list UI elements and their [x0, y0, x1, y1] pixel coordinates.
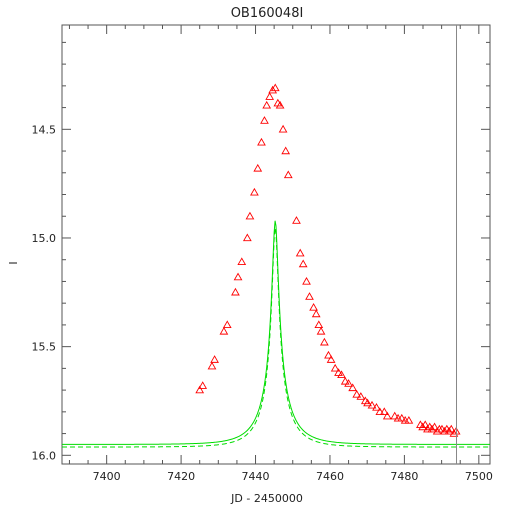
data-point-triangle [337, 370, 346, 379]
model-curve-solid [62, 220, 490, 445]
data-point-triangle [292, 216, 301, 224]
y-tick-label: 16.0 [32, 449, 57, 462]
data-point-triangle [348, 383, 358, 392]
axis-ticks: 7400 7420 7440 7460 7480 7500 14.5 15.0 15.5 16.0 [32, 25, 493, 483]
data-point-triangle [340, 376, 350, 385]
data-point-triangle [245, 211, 255, 220]
data-point-triangle [330, 363, 340, 372]
data-point-triangle [207, 361, 217, 370]
data-point-triangle [314, 320, 324, 329]
data-point-triangle [283, 170, 293, 179]
data-points [195, 83, 461, 437]
data-point-triangle [278, 124, 288, 133]
data-point-triangle [195, 385, 205, 394]
data-point-triangle [344, 379, 353, 387]
data-point-triangle [265, 92, 275, 100]
data-point-triangle [382, 411, 392, 420]
x-tick-label: 7420 [167, 470, 195, 483]
data-point-triangle [324, 350, 333, 359]
data-point-triangle [440, 426, 449, 435]
data-point-triangle [420, 420, 430, 429]
chart-title: OB160048I [231, 6, 304, 21]
data-point-triangle [281, 146, 291, 155]
x-tick-label: 7480 [390, 470, 418, 483]
data-point-triangle [257, 137, 266, 146]
data-point-triangle [320, 337, 329, 346]
data-point-triangle [198, 381, 208, 389]
data-point-triangle [363, 398, 372, 407]
data-point-triangle [367, 400, 377, 409]
model-curves [62, 220, 490, 448]
y-tick-label: 15.5 [32, 341, 57, 354]
model-curve-dashed [62, 227, 490, 448]
data-point-triangle [210, 355, 219, 363]
data-point-triangle [352, 389, 362, 398]
data-point-triangle [356, 392, 366, 400]
data-point-triangle [375, 407, 385, 415]
data-point-triangle [309, 303, 318, 311]
y-tick-label: 15.0 [32, 232, 57, 245]
data-point-triangle [305, 292, 314, 300]
data-point-triangle [316, 326, 326, 335]
data-point-triangle [404, 416, 414, 424]
data-point-triangle [270, 83, 280, 92]
data-point-triangle [219, 326, 229, 335]
x-tick-label: 7400 [93, 470, 121, 483]
data-point-triangle [372, 402, 381, 411]
data-point-triangle [449, 429, 459, 437]
data-point-triangle [275, 100, 285, 109]
data-point-triangle [250, 187, 259, 196]
data-point-triangle [423, 424, 432, 433]
data-point-triangle [233, 272, 243, 281]
data-point-triangle [253, 163, 263, 172]
data-point-triangle [231, 287, 240, 296]
data-point-triangle [418, 422, 428, 431]
data-point-triangle [298, 259, 308, 268]
data-point-triangle [427, 424, 437, 433]
data-point-triangle [326, 355, 336, 363]
plot-frame [61, 24, 491, 465]
data-point-triangle [334, 368, 343, 376]
x-tick-label: 7460 [316, 470, 344, 483]
y-tick-label: 14.5 [32, 123, 57, 136]
data-point-triangle [390, 411, 400, 420]
x-axis-label: JD - 2450000 [230, 492, 303, 505]
data-point-triangle [222, 320, 232, 329]
data-point-triangle [260, 116, 269, 124]
data-point-triangle [237, 257, 247, 266]
data-point-triangle [268, 85, 278, 94]
data-point-triangle [311, 309, 321, 318]
data-point-triangle [242, 233, 252, 242]
plot-area [61, 24, 491, 465]
data-point-triangle [295, 248, 305, 257]
y-axis-label: I [7, 261, 20, 264]
data-point-triangle [302, 276, 311, 285]
x-tick-label: 7440 [242, 470, 270, 483]
data-point-triangle [430, 422, 439, 431]
x-tick-label: 7500 [465, 470, 493, 483]
data-point-triangle [397, 413, 407, 422]
data-point-triangle [379, 407, 389, 415]
data-point-triangle [444, 426, 454, 435]
data-point-triangle [262, 100, 272, 109]
data-point-triangle [446, 424, 456, 433]
